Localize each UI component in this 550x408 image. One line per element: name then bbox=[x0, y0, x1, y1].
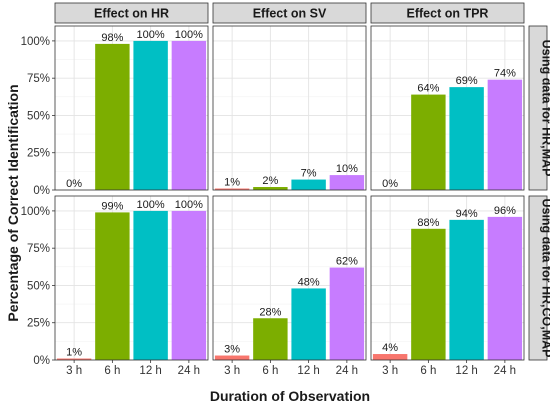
data-label: 98% bbox=[101, 32, 123, 44]
bar bbox=[171, 210, 207, 360]
data-label: 100% bbox=[137, 29, 165, 41]
data-label: 74% bbox=[494, 68, 516, 80]
data-label: 62% bbox=[336, 256, 358, 268]
bar bbox=[372, 354, 408, 360]
y-tick-label: 0% bbox=[33, 355, 50, 367]
column-strip bbox=[212, 2, 367, 24]
y-tick-label: 100% bbox=[21, 206, 50, 218]
y-tick-label: 75% bbox=[27, 243, 50, 255]
bar bbox=[56, 358, 92, 360]
panel: 1% 99% 100% 100% 0% 25% 50% 75% 100% 3 h 6 h 12 h 24… bbox=[21, 195, 209, 377]
panel-border bbox=[212, 25, 367, 191]
data-label: 3% bbox=[224, 344, 240, 356]
x-tick-label: 12 h bbox=[139, 365, 161, 377]
bar bbox=[95, 43, 130, 191]
column-strip-label: Effect on TPR bbox=[407, 7, 489, 21]
data-label: 100% bbox=[137, 199, 165, 211]
panel-border bbox=[212, 195, 367, 361]
panel: 4% 88% 94% 96% 3 h 6 h 12 h 24 h bbox=[370, 195, 525, 377]
data-label: 100% bbox=[175, 199, 203, 211]
bar bbox=[487, 79, 523, 190]
panel-border bbox=[370, 195, 525, 361]
x-tick-label: 12 h bbox=[455, 365, 477, 377]
panel-border bbox=[54, 25, 209, 191]
x-tick-label: 6 h bbox=[262, 365, 278, 377]
panel: 3% 28% 48% 62% 3 h 6 h 12 h 24 h bbox=[212, 195, 367, 377]
column-strip-label: Effect on SV bbox=[253, 7, 327, 21]
y-tick-label: 25% bbox=[27, 318, 50, 330]
bar bbox=[133, 210, 168, 360]
column-strip-label: Effect on HR bbox=[94, 7, 169, 21]
x-tick-label: 3 h bbox=[66, 365, 82, 377]
panel-border bbox=[54, 195, 209, 361]
bar bbox=[214, 355, 250, 360]
y-tick-label: 25% bbox=[27, 148, 50, 160]
data-label: 2% bbox=[262, 175, 278, 187]
bar bbox=[133, 40, 168, 191]
data-label: 1% bbox=[224, 177, 240, 189]
x-axis-title: Duration of Observation bbox=[210, 388, 370, 404]
x-tick-label: 12 h bbox=[297, 365, 319, 377]
bar bbox=[449, 219, 484, 360]
panel: 0% 64% 69% 74% bbox=[370, 25, 525, 191]
data-label: 69% bbox=[456, 75, 478, 87]
column-strip bbox=[54, 2, 209, 24]
y-tick-label: 50% bbox=[27, 280, 50, 292]
bar bbox=[449, 87, 484, 190]
bar bbox=[95, 212, 130, 360]
x-tick-label: 3 h bbox=[382, 365, 398, 377]
panel-background bbox=[213, 26, 366, 190]
bar bbox=[411, 94, 446, 190]
bar bbox=[214, 188, 250, 190]
data-label: 99% bbox=[101, 200, 123, 212]
x-tick-label: 24 h bbox=[494, 365, 516, 377]
data-label: 48% bbox=[298, 276, 320, 288]
x-tick-label: 3 h bbox=[224, 365, 240, 377]
data-label: 64% bbox=[417, 83, 439, 95]
y-tick-label: 75% bbox=[27, 73, 50, 85]
data-label: 94% bbox=[456, 208, 478, 220]
bar bbox=[171, 40, 207, 191]
data-label: 0% bbox=[382, 178, 398, 190]
x-tick-label: 24 h bbox=[336, 365, 358, 377]
x-tick-label: 24 h bbox=[178, 365, 200, 377]
bar bbox=[411, 228, 446, 360]
x-tick-label: 6 h bbox=[420, 365, 436, 377]
data-label: 28% bbox=[259, 306, 281, 318]
row-strip-label: Using data for HR,CO,MAP bbox=[540, 198, 550, 357]
column-strip bbox=[370, 2, 525, 24]
y-axis-title: Percentage of Correct Identification bbox=[5, 84, 21, 321]
y-tick-label: 0% bbox=[33, 185, 50, 197]
y-tick-label: 100% bbox=[21, 36, 50, 48]
data-label: 96% bbox=[494, 205, 516, 217]
bar bbox=[329, 175, 365, 190]
y-tick-label: 50% bbox=[27, 110, 50, 122]
bar bbox=[487, 216, 523, 360]
row-strip bbox=[528, 195, 548, 361]
bar bbox=[329, 267, 365, 360]
row-strip bbox=[528, 25, 548, 191]
data-label: 10% bbox=[336, 163, 358, 175]
data-label: 0% bbox=[66, 178, 82, 190]
bar bbox=[291, 288, 326, 360]
bar bbox=[253, 187, 288, 190]
data-label: 4% bbox=[382, 342, 398, 354]
panel: 1% 2% 7% 10% bbox=[212, 25, 367, 191]
panel: 0% 98% 100% 100% 0% 25% 50% 75% 100% bbox=[21, 25, 209, 197]
data-label: 7% bbox=[301, 168, 317, 180]
panel-border bbox=[370, 25, 525, 191]
x-tick-label: 6 h bbox=[104, 365, 120, 377]
bar bbox=[291, 179, 326, 190]
bar bbox=[253, 318, 288, 360]
data-label: 1% bbox=[66, 347, 82, 359]
data-label: 88% bbox=[417, 217, 439, 229]
data-label: 100% bbox=[175, 29, 203, 41]
row-strip-label: Using data for HR,MAP bbox=[540, 40, 550, 177]
